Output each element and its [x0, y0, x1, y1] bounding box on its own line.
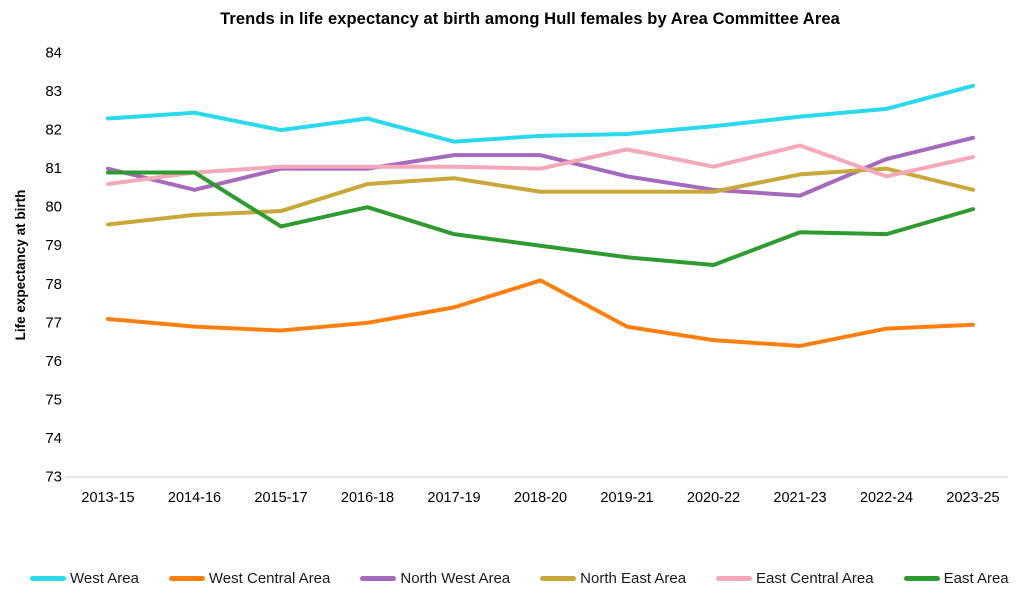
series-line-west-central-area: [106, 278, 975, 348]
legend-label-west-area: West Area: [70, 569, 139, 587]
y-tick-label-73: 73: [45, 469, 62, 486]
x-tick-label-2018-20: 2018-20: [514, 490, 567, 506]
series-line-north-east-area: [106, 166, 975, 227]
legend: West Area West Central Area North West Are…: [30, 569, 1009, 587]
y-tick-label-74: 74: [45, 430, 62, 447]
legend-label-east-central-area: East Central Area: [756, 569, 874, 587]
series-line-west-area: [106, 83, 975, 144]
legend-label-north-west-area: North West Area: [400, 569, 511, 587]
x-tick-label-2014-16: 2014-16: [168, 490, 221, 506]
y-tick-label-84: 84: [45, 45, 62, 62]
legend-item-north-west-area: North West Area: [360, 570, 510, 587]
legend-label-east-area: East Area: [943, 569, 1009, 587]
series-line-east-area: [106, 170, 975, 267]
x-tick-label-2015-17: 2015-17: [254, 490, 307, 506]
legend-swatch-west-area: [30, 575, 66, 581]
legend-item-north-east-area: North East Area: [540, 570, 686, 587]
y-tick-label-78: 78: [45, 276, 62, 293]
x-tick-label-2017-19: 2017-19: [427, 490, 480, 506]
y-tick-label-80: 80: [45, 199, 62, 216]
x-tick-label-2019-21: 2019-21: [600, 490, 653, 506]
x-tick-label-2021-23: 2021-23: [773, 490, 826, 506]
legend-swatch-east-central-area: [716, 575, 753, 581]
y-tick-label-81: 81: [45, 160, 62, 177]
x-tick-label-2016-18: 2016-18: [341, 490, 394, 506]
legend-swatch-east-area: [903, 575, 940, 581]
legend-swatch-west-central-area: [168, 575, 205, 581]
y-tick-label-77: 77: [45, 314, 62, 331]
legend-item-west-central-area: West Central Area: [168, 569, 331, 587]
y-tick-label-75: 75: [45, 391, 62, 408]
legend-item-east-central-area: East Central Area: [716, 570, 874, 587]
series-line-east-central-area: [106, 143, 975, 187]
legend-swatch-north-west-area: [360, 575, 397, 581]
x-tick-label-2023-25: 2023-25: [946, 490, 999, 506]
x-tick-label-2020-22: 2020-22: [687, 490, 740, 506]
y-tick-label-83: 83: [45, 83, 62, 100]
y-tick-label-79: 79: [45, 237, 62, 254]
legend-label-west-central-area: West Central Area: [208, 569, 331, 587]
x-tick-label-2022-24: 2022-24: [860, 490, 913, 506]
legend-label-north-east-area: North East Area: [580, 569, 687, 587]
legend-item-east-area: East Area: [903, 569, 1009, 587]
y-tick-label-76: 76: [45, 353, 62, 370]
legend-swatch-north-east-area: [540, 575, 577, 581]
chart-title: Trends in life expectancy at birth among…: [220, 10, 840, 28]
x-tick-label-2013-15: 2013-15: [81, 490, 134, 506]
legend-item-west-area: West Area: [30, 570, 139, 587]
y-tick-label-82: 82: [45, 122, 62, 139]
line-chart: 84 83 82 81 80 79 78 77 76 75 74 73 2013-15 2014-16 20…: [45, 45, 1008, 506]
series-line-north-west-area: [106, 135, 975, 198]
